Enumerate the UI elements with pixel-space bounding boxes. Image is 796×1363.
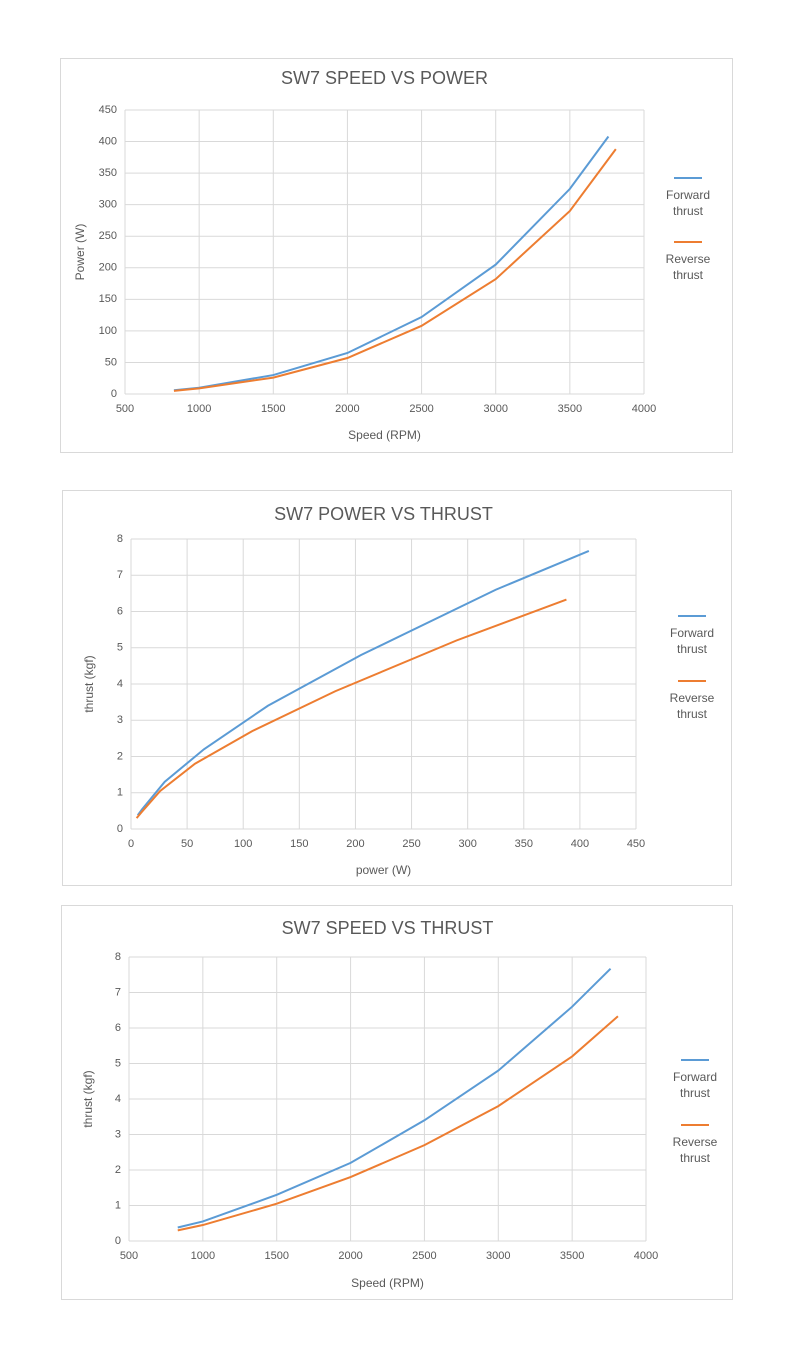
data-line xyxy=(177,1015,619,1232)
x-tick-label: 4000 xyxy=(632,403,656,415)
legend-label: Forward thrust xyxy=(665,188,710,218)
x-tick-label: 2500 xyxy=(412,1250,436,1262)
x-tick-label: 250 xyxy=(402,838,420,850)
chart-title: SW7 SPEED VS THRUST xyxy=(282,918,494,938)
y-tick-label: 3 xyxy=(117,714,123,726)
y-tick-label: 4 xyxy=(115,1093,121,1105)
chart-frame: SW7 SPEED VS POWER 0 50 100 150 200 250 300 350 4… xyxy=(60,58,733,453)
x-tick-label: 50 xyxy=(181,838,193,850)
chart-frame: SW7 POWER VS THRUST 0 1 2 3 4 5 6 7 8 0 50 100 150 200… xyxy=(62,490,732,886)
x-tick-label: 500 xyxy=(116,403,134,415)
chart: SW7 SPEED VS POWER 0 50 100 150 200 250 300 350 4… xyxy=(73,68,702,442)
data-line xyxy=(173,135,610,392)
y-tick-label: 450 xyxy=(99,104,117,116)
data-line xyxy=(177,968,612,1229)
y-tick-label: 1 xyxy=(117,787,123,799)
x-tick-label: 1500 xyxy=(261,403,285,415)
x-tick-label: 400 xyxy=(571,838,589,850)
y-tick-label: 250 xyxy=(99,230,117,242)
chart: SW7 POWER VS THRUST 0 1 2 3 4 5 6 7 8 0 50 100 150 200… xyxy=(82,504,706,877)
x-axis-label: Speed (RPM) xyxy=(348,428,421,442)
x-tick-label: 4000 xyxy=(634,1250,658,1262)
x-tick-label: 100 xyxy=(234,838,252,850)
y-tick-label: 2 xyxy=(117,750,123,762)
chart-title: SW7 POWER VS THRUST xyxy=(274,504,493,524)
y-tick-label: 6 xyxy=(117,605,123,617)
x-tick-label: 300 xyxy=(458,838,476,850)
data-line xyxy=(173,148,617,392)
y-tick-label: 0 xyxy=(117,823,123,835)
x-tick-label: 1000 xyxy=(191,1250,215,1262)
y-tick-label: 5 xyxy=(117,642,123,654)
x-axis-label: power (W) xyxy=(356,863,411,877)
x-tick-label: 1500 xyxy=(264,1250,288,1262)
legend-label: Reverse thrust xyxy=(665,252,711,282)
y-tick-label: 200 xyxy=(99,262,117,274)
y-tick-label: 400 xyxy=(99,135,117,147)
y-tick-label: 300 xyxy=(99,199,117,211)
y-tick-label: 7 xyxy=(117,569,123,581)
chart: SW7 SPEED VS THRUST 0 1 2 3 4 5 6 7 8 500 1000 1500 2… xyxy=(81,918,709,1290)
y-axis-label: thrust (kgf) xyxy=(82,655,96,712)
x-tick-label: 2500 xyxy=(409,403,433,415)
x-axis-label: Speed (RPM) xyxy=(351,1276,424,1290)
y-tick-label: 150 xyxy=(99,293,117,305)
y-tick-label: 6 xyxy=(115,1022,121,1034)
y-tick-label: 5 xyxy=(115,1057,121,1069)
x-tick-label: 3500 xyxy=(560,1250,584,1262)
x-tick-label: 3500 xyxy=(558,403,582,415)
chart-frame: SW7 SPEED VS THRUST 0 1 2 3 4 5 6 7 8 500 1000 1500 2… xyxy=(61,905,733,1300)
y-tick-label: 7 xyxy=(115,986,121,998)
y-axis-label: thrust (kgf) xyxy=(81,1070,95,1127)
x-tick-label: 500 xyxy=(120,1250,138,1262)
y-tick-label: 2 xyxy=(115,1164,121,1176)
y-tick-label: 8 xyxy=(115,951,121,963)
x-tick-label: 0 xyxy=(128,838,134,850)
y-tick-label: 0 xyxy=(111,388,117,400)
x-tick-label: 350 xyxy=(515,838,533,850)
y-tick-label: 1 xyxy=(115,1199,121,1211)
x-tick-label: 3000 xyxy=(486,1250,510,1262)
x-tick-label: 200 xyxy=(346,838,364,850)
y-tick-label: 8 xyxy=(117,533,123,545)
y-tick-label: 100 xyxy=(99,325,117,337)
data-line xyxy=(135,598,567,819)
chart-title: SW7 SPEED VS POWER xyxy=(281,68,488,88)
x-tick-label: 150 xyxy=(290,838,308,850)
x-tick-label: 2000 xyxy=(338,1250,362,1262)
y-tick-label: 350 xyxy=(99,167,117,179)
x-tick-label: 1000 xyxy=(187,403,211,415)
data-line xyxy=(136,550,590,816)
x-tick-label: 450 xyxy=(627,838,645,850)
x-tick-label: 2000 xyxy=(335,403,359,415)
y-tick-label: 0 xyxy=(115,1235,121,1247)
y-tick-label: 4 xyxy=(117,678,123,690)
legend-label: Reverse thrust xyxy=(672,1135,718,1165)
legend-label: Reverse thrust xyxy=(669,691,715,721)
y-axis-label: Power (W) xyxy=(73,224,87,281)
legend-label: Forward thrust xyxy=(669,626,714,656)
y-tick-label: 3 xyxy=(115,1128,121,1140)
x-tick-label: 3000 xyxy=(483,403,507,415)
legend-label: Forward thrust xyxy=(672,1070,717,1100)
y-tick-label: 50 xyxy=(105,356,117,368)
